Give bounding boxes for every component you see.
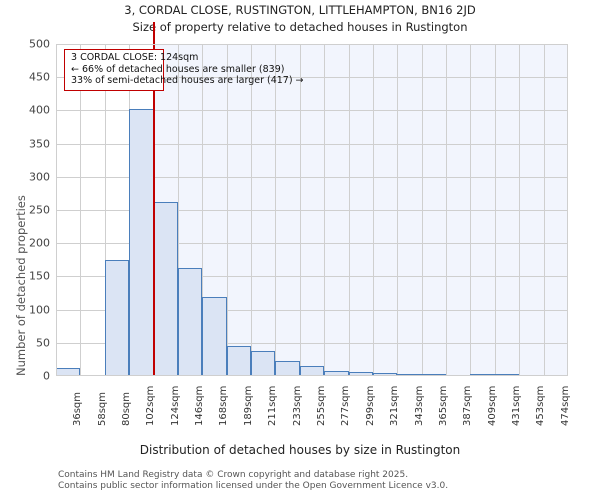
bar (56, 368, 81, 376)
gridline-vertical (397, 44, 399, 376)
gridline-vertical (226, 44, 228, 376)
bar (202, 296, 227, 376)
x-axis-tick-label: 453sqm (535, 385, 547, 426)
footer-line-2: Contains public sector information licen… (58, 481, 449, 491)
x-axis-tick-label: 343sqm (413, 385, 425, 426)
gridline-vertical (470, 44, 472, 376)
x-axis-tick-label: 58sqm (96, 391, 108, 426)
x-axis-tick-label: 124sqm (169, 385, 181, 426)
bar (470, 374, 495, 376)
bar (129, 109, 154, 376)
gridline-vertical (177, 44, 179, 376)
footer-line-1: Contains HM Land Registry data © Crown c… (58, 470, 409, 480)
gridline-vertical (494, 44, 496, 376)
gridline-vertical (348, 44, 350, 376)
y-axis-tick-label: 150 (29, 269, 50, 283)
x-axis-tick-label: 431sqm (511, 385, 523, 426)
y-axis-tick-label: 500 (29, 37, 50, 51)
bar (153, 202, 178, 376)
gridline-vertical (446, 44, 448, 376)
y-axis-tick-label: 50 (36, 336, 50, 350)
gridline-horizontal (56, 276, 568, 278)
plot-area (56, 22, 568, 376)
x-axis-tick-label: 36sqm (72, 391, 84, 426)
gridline-horizontal (56, 309, 568, 311)
bar (324, 370, 349, 376)
annotation-line-1: 3 CORDAL CLOSE: 124sqm (71, 52, 199, 63)
x-axis-tick-label: 299sqm (364, 385, 376, 426)
gridline-vertical (324, 44, 326, 376)
y-axis-tick-label: 450 (29, 70, 50, 84)
x-axis-tick-label: 146sqm (194, 385, 206, 426)
chart-title-block: 3, CORDAL CLOSE, RUSTINGTON, LITTLEHAMPT… (0, 2, 600, 36)
gridline-horizontal (56, 243, 568, 245)
y-axis-tick-labels: 0 50 100 150 200 250 300 350 400 450 500 (0, 38, 50, 383)
bar (177, 268, 203, 376)
x-axis-tick-label: 255sqm (316, 385, 327, 426)
page-title: 3, CORDAL CLOSE, RUSTINGTON, LITTLEHAMPT… (124, 3, 476, 17)
bar (372, 372, 398, 376)
x-axis-tick-label: 277sqm (340, 385, 352, 426)
y-axis-tick-label: 350 (29, 137, 50, 151)
annotation-line-3: 33% of semi-detached houses are larger (… (71, 75, 304, 86)
gridline-horizontal (56, 77, 568, 79)
bar (226, 346, 252, 376)
gridline-horizontal (56, 110, 568, 112)
y-axis-title: Number of detached properties (14, 195, 28, 376)
bar (251, 350, 276, 376)
bar (275, 361, 300, 376)
x-axis-tick-label: 189sqm (242, 385, 254, 426)
y-axis-tick-label: 400 (29, 103, 50, 117)
gridline-vertical (519, 44, 521, 376)
gridline-vertical (251, 44, 253, 376)
gridline-vertical (275, 44, 277, 376)
gridline-horizontal (56, 143, 568, 145)
gridline-horizontal (56, 210, 568, 211)
bar (397, 374, 422, 376)
x-axis-tick-label: 211sqm (267, 385, 279, 426)
x-axis-tick-label: 365sqm (437, 385, 449, 426)
bar (494, 374, 520, 376)
bar (421, 374, 447, 376)
x-axis-tick-label: 168sqm (218, 385, 230, 426)
gridline-horizontal (56, 342, 568, 344)
gridline-vertical (543, 44, 545, 376)
y-axis-tick-label: 0 (43, 369, 50, 383)
property-annotation-box: 3 CORDAL CLOSE: 124sqm ← 66% of detached… (64, 49, 304, 91)
gridline-vertical (421, 44, 423, 376)
x-axis-tick-label: 102sqm (145, 385, 157, 426)
y-axis-tick-label: 100 (29, 303, 50, 317)
x-axis-tick-labels: 36sqm 58sqm 80sqm 102sqm 124sqm 146sqm 168sqm 1… (56, 378, 571, 436)
y-axis-tick-label: 300 (29, 170, 50, 184)
bar (299, 366, 325, 376)
x-axis-tick-label: 387sqm (462, 385, 474, 426)
gridline-vertical (104, 44, 106, 376)
bar (104, 260, 130, 376)
gridline-vertical (202, 44, 204, 376)
y-axis-tick-label: 200 (29, 236, 50, 250)
x-axis-tick-label: 321sqm (389, 385, 401, 426)
chart-subtitle: Size of property relative to detached ho… (132, 20, 468, 34)
gridline-horizontal (56, 176, 568, 178)
bar (348, 372, 373, 376)
gridline-horizontal (56, 44, 568, 45)
gridline-vertical (80, 44, 82, 376)
y-axis-tick-label: 250 (29, 203, 50, 217)
x-axis-tick-label: 233sqm (291, 385, 303, 426)
x-axis-tick-label: 409sqm (486, 385, 498, 426)
x-axis-tick-label: 80sqm (120, 391, 132, 426)
gridline-vertical (372, 44, 374, 376)
annotation-line-2: ← 66% of detached houses are smaller (83… (71, 63, 284, 75)
gridline-vertical (299, 44, 301, 376)
x-axis-tick-label: 474sqm (559, 385, 571, 426)
footer-attribution: Contains HM Land Registry data © Crown c… (58, 470, 578, 492)
x-axis-title: Distribution of detached houses by size … (139, 443, 461, 457)
property-marker-line (152, 22, 155, 376)
